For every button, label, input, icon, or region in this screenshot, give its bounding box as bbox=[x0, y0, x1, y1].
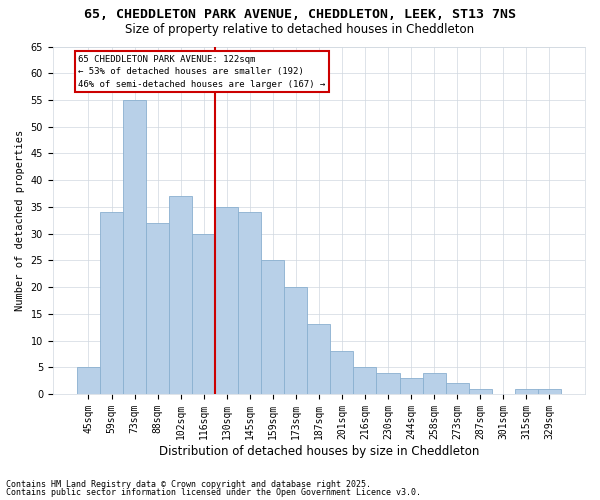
Bar bbox=[422, 372, 446, 394]
Bar bbox=[215, 207, 238, 394]
X-axis label: Distribution of detached houses by size in Cheddleton: Distribution of detached houses by size … bbox=[159, 444, 479, 458]
Bar bbox=[261, 260, 284, 394]
Bar bbox=[238, 212, 261, 394]
Bar bbox=[331, 351, 353, 394]
Text: 65, CHEDDLETON PARK AVENUE, CHEDDLETON, LEEK, ST13 7NS: 65, CHEDDLETON PARK AVENUE, CHEDDLETON, … bbox=[84, 8, 516, 20]
Bar bbox=[123, 100, 146, 394]
Bar bbox=[307, 324, 331, 394]
Bar bbox=[77, 367, 100, 394]
Bar bbox=[469, 388, 491, 394]
Text: Size of property relative to detached houses in Cheddleton: Size of property relative to detached ho… bbox=[125, 22, 475, 36]
Bar bbox=[515, 388, 538, 394]
Text: Contains public sector information licensed under the Open Government Licence v3: Contains public sector information licen… bbox=[6, 488, 421, 497]
Text: Contains HM Land Registry data © Crown copyright and database right 2025.: Contains HM Land Registry data © Crown c… bbox=[6, 480, 371, 489]
Bar bbox=[538, 388, 561, 394]
Bar bbox=[169, 196, 192, 394]
Bar bbox=[100, 212, 123, 394]
Bar bbox=[376, 372, 400, 394]
Bar bbox=[446, 384, 469, 394]
Bar bbox=[284, 287, 307, 394]
Bar bbox=[400, 378, 422, 394]
Bar bbox=[353, 367, 376, 394]
Y-axis label: Number of detached properties: Number of detached properties bbox=[15, 130, 25, 311]
Text: 65 CHEDDLETON PARK AVENUE: 122sqm
← 53% of detached houses are smaller (192)
46%: 65 CHEDDLETON PARK AVENUE: 122sqm ← 53% … bbox=[78, 54, 325, 88]
Bar bbox=[192, 234, 215, 394]
Bar bbox=[146, 223, 169, 394]
